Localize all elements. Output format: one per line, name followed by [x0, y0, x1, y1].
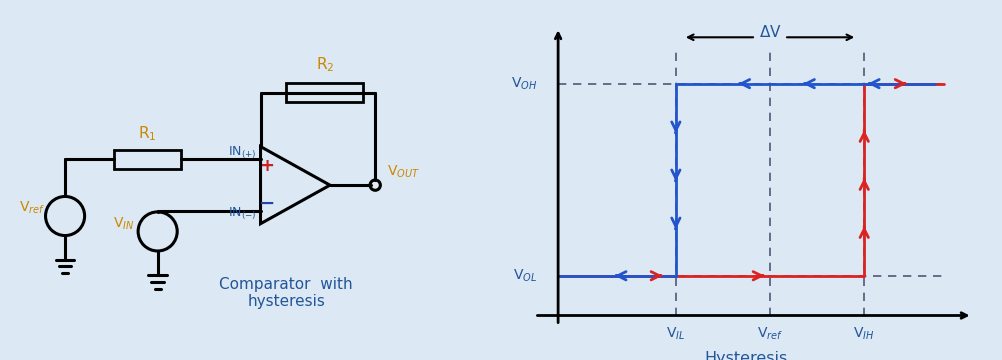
Text: IN$_{(-)}$: IN$_{(-)}$ [227, 205, 257, 222]
Text: V$_{IL}$: V$_{IL}$ [666, 325, 685, 342]
Text: IN$_{(+)}$: IN$_{(+)}$ [227, 145, 257, 161]
Text: +: + [260, 157, 275, 175]
Text: Comparator  with
hysteresis: Comparator with hysteresis [219, 277, 353, 309]
Text: Hysteresis: Hysteresis [704, 351, 789, 360]
Text: V$_{IH}$: V$_{IH}$ [854, 325, 875, 342]
Text: −: − [259, 194, 275, 213]
Bar [287, 83, 364, 102]
Text: $\Delta$V: $\Delta$V [759, 24, 782, 40]
Bar [114, 150, 180, 169]
Text: R$_1$: R$_1$ [138, 124, 156, 143]
Text: V$_{IN}$: V$_{IN}$ [113, 216, 135, 232]
Text: V$_{OH}$: V$_{OH}$ [511, 76, 537, 92]
Text: R$_2$: R$_2$ [316, 55, 334, 74]
Text: V$_{ref}$: V$_{ref}$ [757, 325, 784, 342]
Text: V$_{OUT}$: V$_{OUT}$ [387, 164, 420, 180]
Text: V$_{OL}$: V$_{OL}$ [513, 267, 537, 284]
Text: V$_{ref}$: V$_{ref}$ [18, 200, 45, 216]
